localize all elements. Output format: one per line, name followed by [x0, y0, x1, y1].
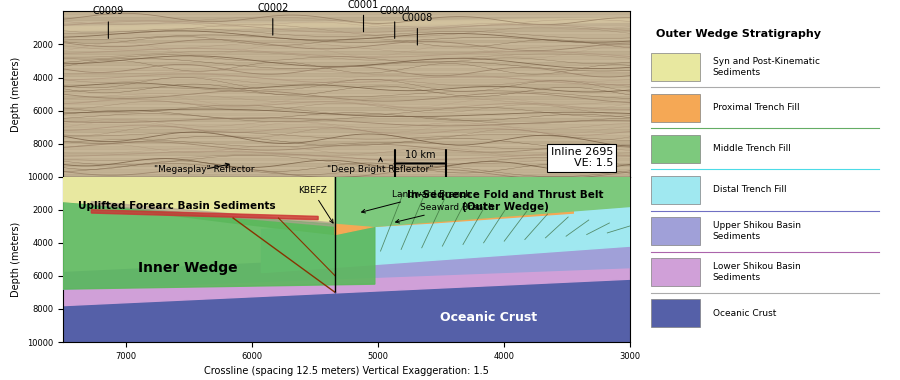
Bar [63, 96, 630, 98]
Text: C0008: C0008 [401, 13, 433, 45]
Bar [63, 158, 630, 160]
Bar [63, 112, 630, 116]
Polygon shape [335, 203, 573, 234]
Text: C0009: C0009 [93, 6, 124, 38]
Bar [63, 45, 630, 48]
Polygon shape [63, 177, 375, 234]
Text: Inline 2695
VE: 1.5: Inline 2695 VE: 1.5 [551, 147, 613, 168]
Bar [63, 28, 630, 31]
Polygon shape [63, 201, 375, 289]
Bar [63, 73, 630, 76]
Polygon shape [63, 177, 335, 223]
Text: 10 km: 10 km [405, 150, 436, 160]
Bar [63, 90, 630, 93]
Text: Distal Trench Fill: Distal Trench Fill [713, 185, 787, 195]
Bar [651, 176, 700, 204]
Text: KBEFZ: KBEFZ [298, 186, 333, 223]
Bar [63, 163, 630, 166]
Polygon shape [63, 279, 630, 342]
Text: Oceanic Crust: Oceanic Crust [713, 309, 776, 318]
Y-axis label: Depth (meters): Depth (meters) [12, 222, 22, 297]
Text: C0004: C0004 [379, 6, 410, 38]
Y-axis label: Depth (meters): Depth (meters) [12, 56, 22, 132]
Bar [63, 17, 630, 20]
Bar [63, 107, 630, 110]
Bar [63, 146, 630, 149]
Polygon shape [63, 268, 630, 306]
Bar [63, 84, 630, 87]
Bar [63, 68, 630, 70]
Polygon shape [261, 206, 630, 272]
Text: In-Sequence Fold and Thrust Belt
(Outer Wedge): In-Sequence Fold and Thrust Belt (Outer … [407, 190, 604, 212]
Bar [63, 40, 630, 42]
Bar [63, 51, 630, 54]
Text: Outer Wedge Stratigraphy: Outer Wedge Stratigraphy [656, 29, 821, 39]
Bar [63, 174, 630, 177]
Bar [63, 56, 630, 59]
Bar [63, 79, 630, 82]
Bar [63, 141, 630, 144]
Bar [63, 62, 630, 65]
Polygon shape [63, 246, 630, 289]
Bar [63, 152, 630, 155]
Text: Landward Branch: Landward Branch [362, 190, 471, 213]
Bar [651, 94, 700, 122]
Polygon shape [92, 210, 319, 220]
Text: Inner Wedge: Inner Wedge [138, 261, 238, 275]
Bar [63, 124, 630, 127]
Bar [63, 101, 630, 104]
Text: Upper Shikou Basin
Sediments: Upper Shikou Basin Sediments [713, 221, 801, 241]
Bar [63, 11, 630, 14]
Bar [651, 258, 700, 286]
Polygon shape [92, 201, 335, 226]
Text: Middle Trench Fill: Middle Trench Fill [713, 144, 791, 154]
Bar [63, 23, 630, 25]
Bar [63, 169, 630, 172]
X-axis label: Crossline (spacing 12.5 meters) Vertical Exaggeration: 1.5: Crossline (spacing 12.5 meters) Vertical… [204, 366, 489, 376]
Polygon shape [335, 177, 630, 226]
Bar [651, 53, 700, 81]
Text: "Megasplay" Reflector: "Megasplay" Reflector [155, 163, 255, 174]
Text: Proximal Trench Fill: Proximal Trench Fill [713, 103, 799, 112]
Text: C0001: C0001 [348, 0, 379, 32]
Bar [651, 299, 700, 327]
Text: Syn and Post-Kinematic
Sediments: Syn and Post-Kinematic Sediments [713, 57, 820, 77]
Bar [63, 118, 630, 121]
Bar [63, 130, 630, 132]
Text: Oceanic Crust: Oceanic Crust [440, 311, 536, 324]
Text: Uplifted Forearc Basin Sediments: Uplifted Forearc Basin Sediments [77, 201, 275, 212]
Bar [63, 135, 630, 138]
Text: "Deep Bright Reflector": "Deep Bright Reflector" [328, 158, 434, 174]
Text: Seaward Branch: Seaward Branch [396, 203, 494, 223]
Text: C0002: C0002 [257, 3, 289, 35]
Bar [651, 135, 700, 163]
Bar [651, 217, 700, 245]
Bar [63, 34, 630, 37]
Text: Lower Shikou Basin
Sediments: Lower Shikou Basin Sediments [713, 262, 801, 282]
